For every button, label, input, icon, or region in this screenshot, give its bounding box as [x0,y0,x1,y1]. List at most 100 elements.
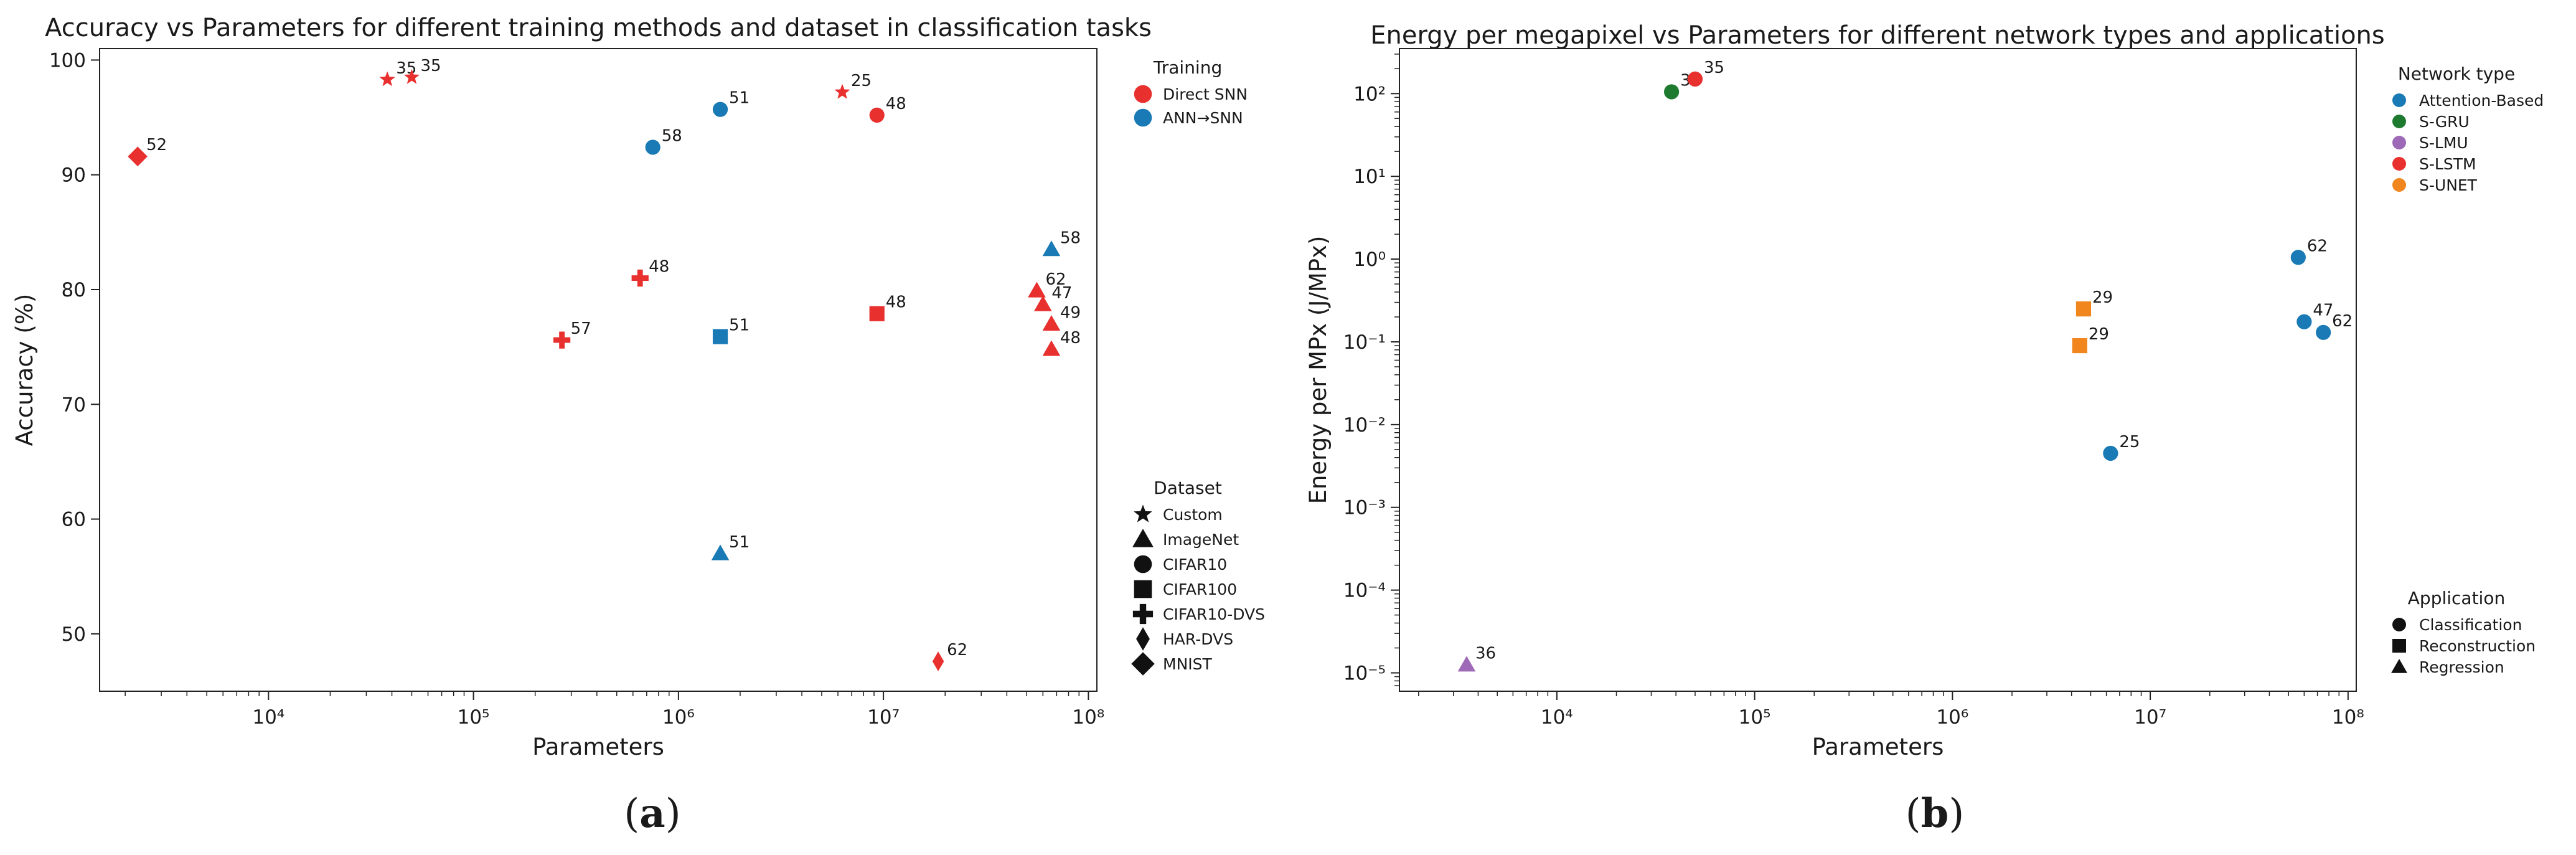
data-point-label: 35 [1704,59,1724,77]
x-tick-label: 10⁷ [867,706,900,729]
data-point-circle [869,107,885,123]
panel-b-title: Energy per megapixel vs Parameters for d… [1370,21,2385,50]
data-point-square [2075,301,2092,317]
y-tick-label: 50 [62,623,86,646]
legend-entry-label: Classification [2419,616,2522,634]
data-point-label: 51 [729,316,750,335]
data-point-circle [2316,324,2331,340]
data-point-triangle [1042,340,1061,356]
x-tick-label: 10⁸ [2332,706,2364,729]
legend-entry-label: Regression [2419,658,2504,676]
panel-b-x-ticks: 10⁴ 10⁵ 10⁶ 10⁷ 10⁸ [1418,691,2364,729]
panel-a-label: (a) [624,790,680,837]
y-tick-label: 60 [62,509,86,531]
y-tick-label: 10² [1353,83,1386,105]
y-tick-label: 70 [62,394,86,416]
legend-entry-label: S-LMU [2419,134,2468,152]
legend-marker-circle [2392,178,2406,192]
data-point-label: 62 [2307,237,2328,255]
data-point-label: 58 [662,126,682,145]
panel-b-legends: Network type Attention-Based S-GRU S-LMU S-L… [2391,64,2544,676]
data-point-square [2072,338,2087,354]
legend-marker-square [2392,639,2406,653]
y-tick-label: 10⁻³ [1343,497,1386,519]
legend-marker-circle [1134,108,1152,127]
data-point-circle [2296,314,2312,329]
data-point-label: 48 [1060,329,1081,347]
data-point-circle [2290,250,2306,265]
data-point-label: 58 [1060,229,1081,248]
y-tick-label: 90 [62,164,86,187]
data-point-label: 48 [886,293,906,312]
panel-a-plot-frame [99,48,1098,692]
x-tick-label: 10⁶ [1936,706,1968,729]
data-point-label: 35 [420,57,441,75]
panel-a-x-axis-label: Parameters [532,734,664,760]
legend-marker-circle [2392,136,2406,149]
legend-application: Application Classification Reconstruction R… [2391,588,2536,676]
legend-entry-label: CIFAR10 [1163,555,1227,574]
data-point-plus [553,331,571,349]
legend-marker-triangle [1132,529,1154,547]
legend-title: Training [1153,57,1222,78]
x-tick-label: 10⁴ [252,706,284,729]
legend-marker-square [1134,580,1152,598]
panel-a-title: Accuracy vs Parameters for different tra… [45,14,1152,42]
legend-entry-label: Custom [1163,506,1223,524]
y-tick-label: 10⁰ [1353,248,1386,271]
data-point-square [869,306,885,321]
legend-marker-star [1134,504,1152,522]
data-point-label: 48 [886,95,906,113]
legend-entry-label: ImageNet [1163,531,1239,549]
data-point-label: 51 [729,533,750,552]
x-tick-label: 10⁵ [458,706,490,729]
legend-entry-label: Attention-Based [2419,92,2544,110]
data-point-circle [712,102,728,117]
data-point-label: 47 [2313,301,2333,320]
data-point-triangle [711,544,730,560]
x-tick-label: 10⁴ [1541,706,1573,729]
legend-title: Dataset [1154,478,1222,498]
legend-entry-label: S-UNET [2419,176,2478,194]
panel-b-x-axis-label: Parameters [1812,734,1944,760]
y-tick-label: 10⁻² [1343,414,1386,437]
data-point-label: 25 [2119,433,2140,451]
panel-a-y-axis-label: Accuracy (%) [11,294,38,446]
panel-b-plot-frame [1399,48,2357,692]
panel-b-label: (b) [1906,790,1965,837]
panel-a-legends: Training Direct SNN ANN→SNN Dataset Custom Im… [1131,57,1265,676]
data-point-triangle [1042,314,1061,331]
data-point-square [712,329,728,344]
y-tick-label: 80 [62,279,86,301]
data-point-circle [645,139,660,155]
panel-a-x-ticks: 10⁴ 10⁵ 10⁶ 10⁷ 10⁸ [125,691,1104,729]
panel-b-points: 353536292925624762 [1457,59,2353,672]
legend-dataset: Dataset Custom ImageNet CIFAR10 CIFAR100 CIFA… [1131,478,1265,676]
data-point-diamond [128,146,148,167]
panel-b-y-axis-label: Energy per MPx (J/MPx) [1305,236,1332,504]
legend-marker-triangle [2391,659,2407,673]
legend-marker-diamond [1131,652,1155,676]
legend-entry-label: S-GRU [2419,113,2470,131]
legend-marker-circle [1134,85,1152,103]
data-point-label: 49 [1060,303,1081,322]
legend-marker-circle [2392,93,2406,107]
data-point-triangle [1034,295,1052,311]
data-point-circle [2103,445,2118,461]
legend-marker-plus [1132,603,1154,625]
panel-a-chart: Accuracy vs Parameters for different tra… [11,14,1265,837]
data-point-label: 29 [2092,288,2113,307]
legend-title: Application [2408,588,2505,608]
y-tick-label: 10⁻¹ [1343,331,1386,354]
data-point-star [379,71,395,87]
legend-title: Network type [2398,64,2515,84]
data-point-label: 52 [146,136,167,154]
x-tick-label: 10⁸ [1072,706,1104,729]
legend-network-type: Network type Attention-Based S-GRU S-LMU S-L… [2392,64,2544,194]
y-tick-label: 10⁻⁴ [1343,580,1386,602]
data-point-label: 62 [2332,312,2353,331]
data-point-label: 25 [851,72,872,90]
legend-entry-label: ANN→SNN [1163,109,1243,127]
data-point-label: 62 [947,641,967,659]
y-tick-label: 100 [49,49,86,72]
